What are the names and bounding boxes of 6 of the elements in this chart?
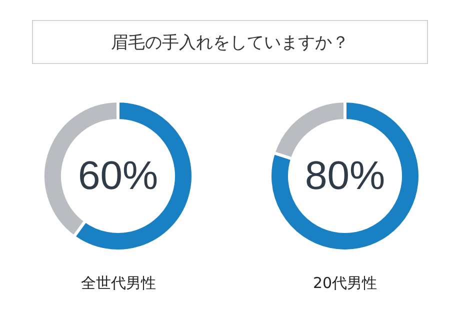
text: 眉毛の手入れをしていますか？: [32, 20, 428, 64]
text: 20代男性: [313, 274, 378, 292]
text: 60%: [78, 154, 158, 198]
donut-slice: [268, 100, 422, 252]
text: 80%: [305, 154, 386, 198]
text: 全世代男性: [81, 274, 156, 292]
